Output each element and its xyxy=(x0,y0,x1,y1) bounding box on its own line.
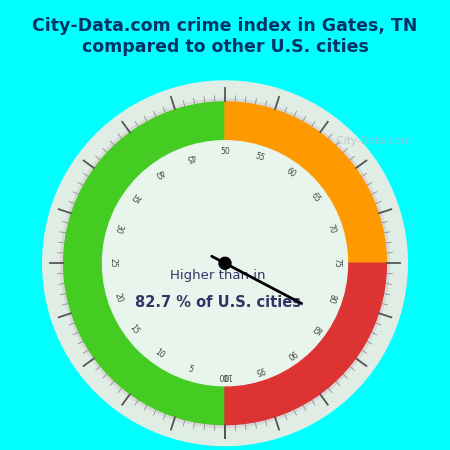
Text: 60: 60 xyxy=(284,166,297,179)
Text: 20: 20 xyxy=(112,292,124,304)
Text: 5: 5 xyxy=(187,365,194,375)
Text: 40: 40 xyxy=(153,166,166,179)
Wedge shape xyxy=(225,263,387,425)
Text: Higher than in: Higher than in xyxy=(170,269,266,282)
Wedge shape xyxy=(63,102,225,425)
Text: 30: 30 xyxy=(112,223,124,234)
Text: 80: 80 xyxy=(326,292,338,304)
Circle shape xyxy=(61,99,389,428)
Text: City-Data.com crime index in Gates, TN
compared to other U.S. cities: City-Data.com crime index in Gates, TN c… xyxy=(32,17,418,56)
Text: 45: 45 xyxy=(184,151,196,162)
Text: 82.7 % of U.S. cities: 82.7 % of U.S. cities xyxy=(135,295,301,310)
Text: 0: 0 xyxy=(223,371,227,380)
Text: 95: 95 xyxy=(254,364,266,376)
Text: 10: 10 xyxy=(153,347,166,360)
Text: 65: 65 xyxy=(309,191,322,204)
Text: 70: 70 xyxy=(326,223,338,234)
Text: 100: 100 xyxy=(218,371,232,380)
Text: 85: 85 xyxy=(309,323,322,336)
Text: 55: 55 xyxy=(254,151,266,162)
Circle shape xyxy=(103,141,347,386)
Circle shape xyxy=(43,81,407,446)
Text: 90: 90 xyxy=(284,347,297,360)
Text: 25: 25 xyxy=(108,258,117,268)
Circle shape xyxy=(219,257,231,269)
Text: 75: 75 xyxy=(333,258,342,268)
Text: 50: 50 xyxy=(220,147,230,156)
Text: 15: 15 xyxy=(128,323,141,336)
Circle shape xyxy=(76,114,374,413)
Text: 35: 35 xyxy=(128,191,141,204)
Text: City-Data.com: City-Data.com xyxy=(333,136,410,146)
Wedge shape xyxy=(225,102,387,263)
